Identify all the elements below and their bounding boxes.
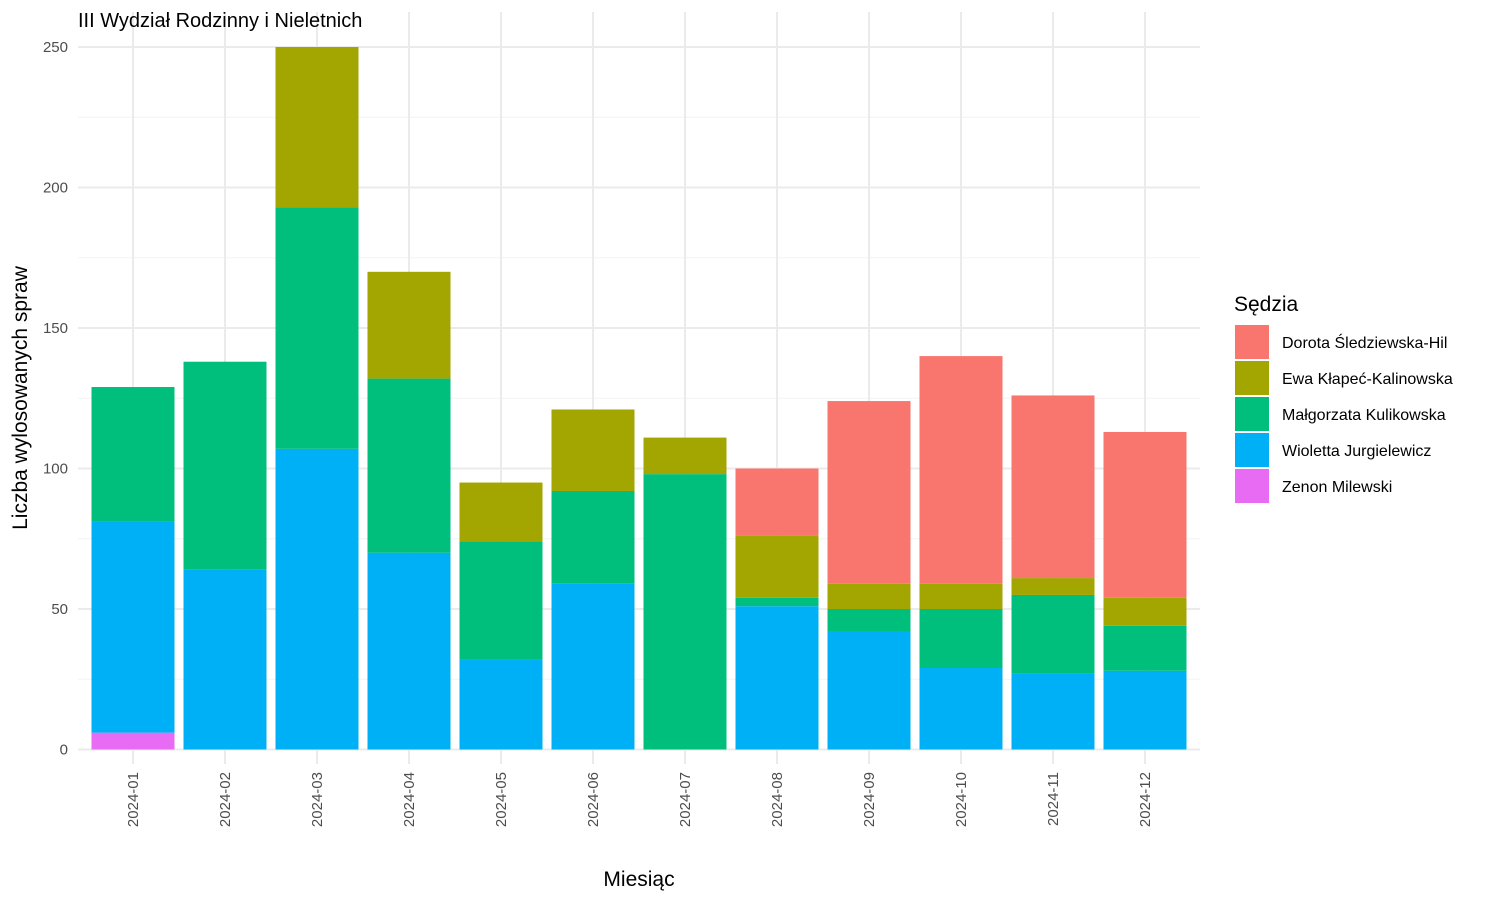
bar-segment: [735, 535, 819, 598]
bar-segment: [919, 668, 1003, 750]
legend-item: Małgorzata Kulikowska: [1235, 397, 1446, 431]
legend-item: Ewa Kłapeć-Kalinowska: [1235, 361, 1453, 395]
legend-label: Małgorzata Kulikowska: [1282, 407, 1446, 424]
legend-swatch: [1235, 397, 1269, 431]
bar-segment: [919, 609, 1003, 669]
y-axis-title: Liczba wylosowanych spraw: [9, 265, 32, 530]
y-tick-label: 200: [43, 180, 68, 197]
bar-segment: [735, 597, 819, 607]
bar-segment: [827, 631, 911, 750]
legend-title: Sędzia: [1234, 293, 1299, 316]
x-tick-label: 2024-11: [1045, 772, 1062, 826]
bar-segment: [367, 378, 451, 553]
y-tick-label: 0: [60, 742, 68, 759]
bar-segment: [275, 207, 359, 449]
bar-segment: [643, 474, 727, 750]
y-tick-label: 250: [43, 39, 68, 56]
bar-segment: [459, 659, 543, 750]
legend-item: Zenon Milewski: [1235, 469, 1392, 503]
x-axis-title: Miesiąc: [603, 868, 674, 891]
bar-segment: [1103, 431, 1187, 598]
bar-segment: [91, 387, 175, 522]
bar-segment: [551, 583, 635, 750]
bar-segment: [1011, 673, 1095, 750]
y-axis-ticks: 0 50 100 150 200 250: [43, 39, 68, 759]
bar-segment: [275, 448, 359, 750]
x-tick-label: 2024-10: [953, 772, 970, 827]
chart-title: III Wydział Rodzinny i Nieletnich: [78, 10, 362, 32]
bar-segment: [827, 609, 911, 632]
bar-segment: [551, 490, 635, 584]
legend-label: Dorota Śledziewska-Hil: [1282, 333, 1447, 352]
bar-segment: [367, 552, 451, 750]
legend-swatch: [1235, 469, 1269, 503]
legend-swatch: [1235, 433, 1269, 467]
x-tick-label: 2024-05: [493, 772, 510, 827]
x-tick-label: 2024-06: [585, 772, 602, 827]
x-axis-ticks: 2024-01 2024-02 2024-03 2024-04 2024-05 2024-…: [125, 772, 1154, 827]
bar-segment: [1011, 395, 1095, 579]
bar-segment: [919, 583, 1003, 609]
legend-item: Dorota Śledziewska-Hil: [1235, 325, 1447, 359]
bar-segment: [919, 356, 1003, 584]
x-tick-label: 2024-08: [769, 772, 786, 827]
bar-segment: [91, 732, 175, 750]
bar-segment: [91, 521, 175, 733]
bars: [91, 47, 1187, 750]
legend-swatch: [1235, 361, 1269, 395]
bar-segment: [1011, 594, 1095, 674]
bar-segment: [1103, 670, 1187, 750]
legend-swatch: [1235, 325, 1269, 359]
legend-items: Dorota Śledziewska-Hil Ewa Kłapeć-Kalinow…: [1235, 325, 1453, 503]
bar-segment: [183, 361, 267, 570]
bar-segment: [367, 271, 451, 379]
bar-segment: [551, 409, 635, 491]
legend-label: Wioletta Jurgielewicz: [1282, 443, 1431, 460]
bar-segment: [1011, 578, 1095, 595]
x-tick-label: 2024-09: [861, 772, 878, 827]
bar-segment: [735, 468, 819, 536]
y-tick-label: 100: [43, 461, 68, 478]
legend-label: Ewa Kłapeć-Kalinowska: [1282, 371, 1453, 388]
x-tick-label: 2024-03: [309, 772, 326, 827]
x-tick-label: 2024-02: [217, 772, 234, 827]
y-tick-label: 50: [51, 601, 68, 618]
bar-segment: [827, 583, 911, 609]
bar-segment: [735, 606, 819, 750]
legend-label: Zenon Milewski: [1282, 479, 1392, 496]
x-tick-label: 2024-01: [125, 772, 142, 827]
bar-segment: [1103, 597, 1187, 626]
bar-segment: [1103, 625, 1187, 671]
bar-segment: [827, 401, 911, 584]
bar-segment: [643, 437, 727, 475]
bar-segment: [183, 569, 267, 750]
x-tick-label: 2024-12: [1137, 772, 1154, 827]
legend: Sędzia Dorota Śledziewska-Hil Ewa Kłapeć-…: [1234, 293, 1453, 503]
legend-item: Wioletta Jurgielewicz: [1235, 433, 1431, 467]
bar-segment: [459, 541, 543, 660]
x-tick-label: 2024-07: [677, 772, 694, 827]
y-tick-label: 150: [43, 320, 68, 337]
x-tick-label: 2024-04: [401, 772, 418, 827]
bar-segment: [275, 47, 359, 208]
bar-segment: [459, 482, 543, 542]
